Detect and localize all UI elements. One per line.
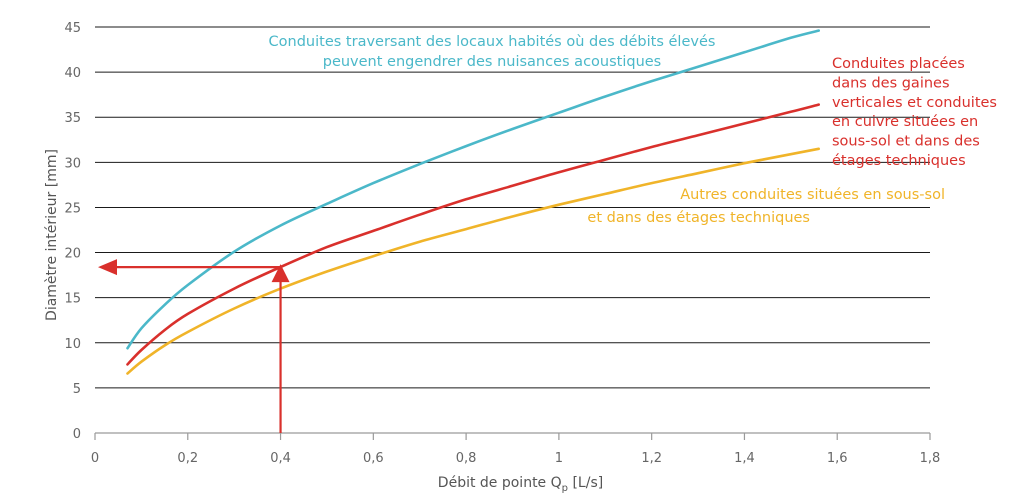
label-gaines: verticales et conduites <box>832 95 997 111</box>
x-tick-label: 0 <box>91 451 99 466</box>
label-gaines: étages techniques <box>832 153 966 169</box>
series-labels: Conduites traversant des locaux habités … <box>269 34 997 226</box>
label-autres: Autres conduites situées en sous-sol <box>680 187 945 203</box>
x-tick-label: 1,6 <box>827 451 848 466</box>
y-tick-label: 20 <box>64 247 81 262</box>
y-axis-title: Diamètre intérieur [mm] <box>44 149 60 321</box>
x-tick-label: 1,4 <box>734 451 755 466</box>
left-arrow-head <box>98 259 117 276</box>
y-tick-label: 0 <box>73 427 81 442</box>
series-line-gaines <box>126 103 820 366</box>
y-tick-label: 15 <box>64 292 81 307</box>
x-tick-label: 0,4 <box>270 451 291 466</box>
y-tick-label: 45 <box>64 21 81 36</box>
label-gaines: en cuivre situées en <box>832 114 978 130</box>
x-tick-label: 0,8 <box>456 451 477 466</box>
grid <box>95 26 930 389</box>
up-arrow-head <box>271 264 290 283</box>
axes: 0 5 10 15 20 25 30 35 40 45 0 0,2 0,4 0,6 0,8 1 1,2 1,4 1,… <box>44 21 940 494</box>
label-gaines: dans des gaines <box>832 75 950 91</box>
label-acoustic: Conduites traversant des locaux habités … <box>269 34 716 50</box>
x-axis-title: Débit de pointe Qp [L/s] <box>438 475 603 494</box>
y-tick-label: 25 <box>64 201 81 216</box>
y-tick-label: 35 <box>64 111 81 126</box>
label-acoustic: peuvent engendrer des nuisances acoustiq… <box>323 54 662 70</box>
x-tick-label: 1 <box>555 451 563 466</box>
label-autres: et dans des étages techniques <box>587 210 810 226</box>
series-line-autres <box>126 147 820 375</box>
y-tick-label: 5 <box>73 382 81 397</box>
reading-arrows <box>98 259 290 433</box>
x-tick-label: 0,2 <box>177 451 198 466</box>
y-tick-label: 40 <box>64 66 81 81</box>
y-tick-label: 10 <box>64 337 81 352</box>
series-line-acoustic <box>126 29 820 350</box>
x-tick-label: 0,6 <box>363 451 384 466</box>
label-gaines: sous-sol et dans des <box>832 134 980 150</box>
series-layer <box>126 29 820 375</box>
x-tick-label: 1,2 <box>641 451 662 466</box>
label-gaines: Conduites placées <box>832 56 965 72</box>
x-tick-label: 1,8 <box>920 451 941 466</box>
y-tick-label: 30 <box>64 156 81 171</box>
